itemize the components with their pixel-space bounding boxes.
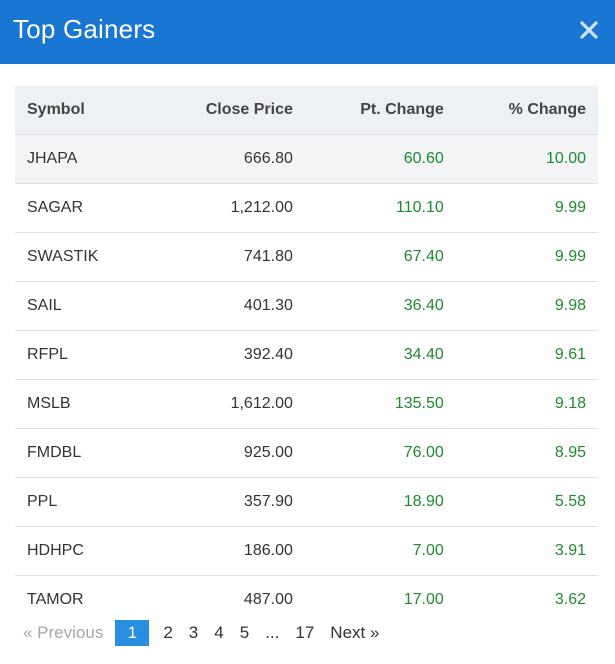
gainers-table: Symbol Close Price Pt. Change % Change J… [15,86,598,624]
pt-change-cell: 67.40 [304,231,456,281]
close-price-cell: 186.00 [148,525,305,575]
close-price-cell: 357.90 [148,476,305,526]
modal-title: Top Gainers [13,13,156,44]
close-price-cell: 666.80 [148,133,305,183]
pt-change-cell: 60.60 [304,133,456,183]
pct-change-cell: 9.61 [455,329,598,379]
close-price-cell: 1,612.00 [148,378,305,428]
close-price-cell: 1,212.00 [148,182,305,232]
symbol-cell: MSLB [15,378,149,428]
table-header-row: Symbol Close Price Pt. Change % Change [15,86,598,134]
column-header-close-price[interactable]: Close Price [205,100,293,118]
table-row[interactable]: RFPL 392.40 34.40 9.61 [15,329,598,379]
pct-change-cell: 3.62 [455,574,598,624]
table-row[interactable]: MSLB 1,612.00 135.50 9.18 [15,378,598,428]
symbol-cell: SAGAR [15,182,149,232]
previous-page-button[interactable]: « Previous [23,623,104,642]
symbol-cell: SWASTIK [15,231,149,281]
pct-change-cell: 8.95 [455,427,598,477]
table-row[interactable]: HDHPC 186.00 7.00 3.91 [15,525,598,575]
pt-change-cell: 17.00 [304,574,456,624]
pt-change-cell: 135.50 [304,378,456,428]
close-price-cell: 925.00 [148,427,305,477]
symbol-cell: RFPL [15,329,149,379]
pt-change-cell: 110.10 [304,182,456,232]
pct-change-cell: 9.99 [455,182,598,232]
close-price-cell: 741.80 [148,231,305,281]
page-1-button[interactable]: 1 [115,620,150,646]
page-5-button[interactable]: 5 [239,623,250,642]
close-price-cell: 401.30 [148,280,305,330]
column-header-symbol[interactable]: Symbol [27,100,85,118]
next-page-button[interactable]: Next » [330,623,380,642]
table-row[interactable]: SAIL 401.30 36.40 9.98 [15,280,598,330]
pct-change-cell: 3.91 [455,525,598,575]
symbol-cell: SAIL [15,280,149,330]
table-row[interactable]: FMDBL 925.00 76.00 8.95 [15,427,598,477]
symbol-cell: PPL [15,476,149,526]
close-price-cell: 392.40 [148,329,305,379]
pct-change-cell: 10.00 [455,133,598,183]
symbol-cell: FMDBL [15,427,149,477]
pct-change-cell: 5.58 [455,476,598,526]
pct-change-cell: 9.98 [455,280,598,330]
pt-change-cell: 36.40 [304,280,456,330]
table-row[interactable]: SWASTIK 741.80 67.40 9.99 [15,231,598,281]
column-header-pt-change[interactable]: Pt. Change [360,100,444,118]
pt-change-cell: 18.90 [304,476,456,526]
page-2-button[interactable]: 2 [163,623,173,642]
gainers-table-container: Symbol Close Price Pt. Change % Change J… [15,86,598,624]
page-3-button[interactable]: 3 [188,623,199,642]
pagination-ellipsis: ... [265,623,280,642]
symbol-cell: JHAPA [15,133,149,183]
table-row[interactable]: SAGAR 1,212.00 110.10 9.99 [15,182,598,232]
table-row[interactable]: PPL 357.90 18.90 5.58 [15,476,598,526]
symbol-cell: TAMOR [15,574,149,624]
pt-change-cell: 76.00 [304,427,456,477]
close-button[interactable] [577,18,601,42]
pt-change-cell: 7.00 [304,525,456,575]
close-price-cell: 487.00 [148,574,305,624]
table-row[interactable]: TAMOR 487.00 17.00 3.62 [15,574,598,624]
pt-change-cell: 34.40 [304,329,456,379]
pagination: « Previous 1 2 3 4 5 ... 17 Next » [15,620,387,646]
modal-header: Top Gainers [0,0,615,64]
pct-change-cell: 9.18 [455,378,598,428]
close-icon [580,21,598,39]
page-4-button[interactable]: 4 [214,623,224,642]
symbol-cell: HDHPC [15,525,149,575]
table-row[interactable]: JHAPA 666.80 60.60 10.00 [15,133,598,183]
page-17-button[interactable]: 17 [295,623,315,642]
column-header-pct-change[interactable]: % Change [508,100,586,118]
pct-change-cell: 9.99 [455,231,598,281]
